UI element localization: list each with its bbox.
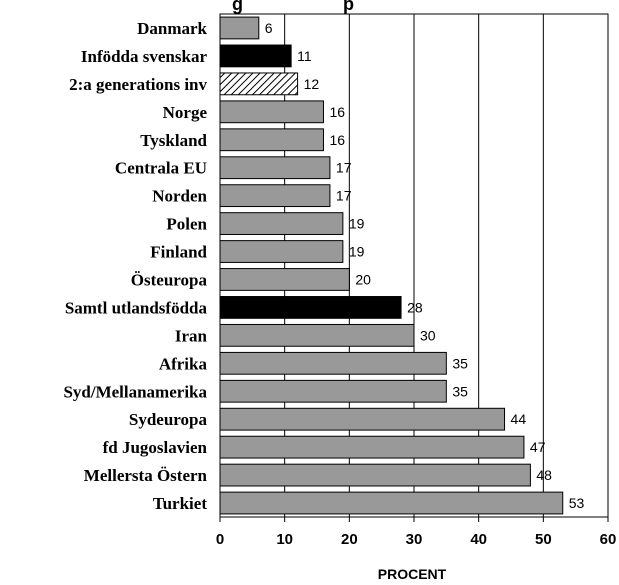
x-tick-label: 50 — [535, 531, 552, 548]
data-label: 53 — [569, 495, 585, 511]
category-label: Iran — [175, 326, 208, 345]
category-label: Norge — [163, 103, 208, 122]
x-tick-label: 10 — [276, 531, 293, 548]
chart-title: g p — [232, 0, 354, 14]
data-label: 28 — [407, 299, 423, 315]
category-labels: Danmark Infödda svenskar 2:a generations i… — [63, 19, 207, 513]
category-label: Sydeuropa — [129, 410, 208, 429]
bar — [219, 351, 447, 375]
data-label: 35 — [452, 355, 468, 371]
bar — [219, 491, 564, 515]
data-label: 16 — [329, 104, 345, 120]
bar — [219, 128, 324, 152]
bar — [219, 296, 402, 319]
category-label: Turkiet — [153, 494, 208, 513]
bar — [219, 435, 525, 459]
bar — [219, 44, 292, 68]
category-label: 2:a generations inv — [69, 75, 207, 94]
category-label: Mellersta Östern — [84, 466, 208, 485]
category-label: Afrika — [159, 354, 208, 373]
data-label: 19 — [349, 216, 365, 232]
bar — [219, 323, 415, 347]
data-label: 48 — [536, 467, 552, 483]
bar — [219, 240, 344, 263]
data-label: 12 — [304, 76, 320, 92]
category-label: Samtl utlandsfödda — [65, 298, 208, 317]
category-label: Syd/Mellanamerika — [63, 382, 207, 401]
data-label: 17 — [336, 188, 352, 204]
grid-lines — [284, 14, 544, 517]
bar — [219, 184, 331, 208]
bar — [219, 72, 299, 96]
bar — [219, 156, 331, 180]
data-label: 35 — [452, 383, 468, 399]
data-label: 16 — [329, 132, 345, 148]
bar — [219, 463, 531, 487]
x-axis-ticks: 0 10 20 30 40 50 60 — [216, 517, 617, 548]
data-label: 6 — [265, 20, 273, 36]
category-label: Östeuropa — [131, 270, 208, 289]
data-label: 19 — [349, 244, 365, 260]
bar — [219, 100, 324, 124]
data-label: 20 — [355, 271, 371, 287]
category-label: fd Jugoslavien — [103, 438, 208, 457]
category-label: Centrala EU — [115, 159, 207, 178]
category-label: Tyskland — [140, 131, 207, 150]
x-tick-label: 60 — [600, 531, 617, 548]
bar — [219, 379, 447, 403]
data-label: 30 — [420, 327, 436, 343]
data-label: 11 — [297, 48, 312, 64]
bar — [219, 268, 350, 291]
category-label: Finland — [150, 243, 207, 262]
bar — [219, 407, 506, 431]
x-tick-label: 0 — [216, 531, 224, 548]
bars — [219, 16, 564, 515]
x-tick-label: 40 — [470, 531, 487, 548]
category-label: Danmark — [137, 19, 207, 38]
category-label: Infödda svenskar — [81, 47, 208, 66]
x-tick-label: 20 — [341, 531, 358, 548]
bar — [219, 212, 344, 235]
bar — [219, 16, 260, 40]
data-label: 17 — [336, 160, 352, 176]
data-label: 47 — [530, 439, 546, 455]
category-label: Polen — [166, 215, 207, 234]
x-axis-title: PROCENT — [378, 566, 447, 582]
x-tick-label: 30 — [406, 531, 423, 548]
plot-area-frame — [219, 13, 609, 518]
category-label: Norden — [152, 187, 207, 206]
data-label: 44 — [511, 411, 527, 427]
